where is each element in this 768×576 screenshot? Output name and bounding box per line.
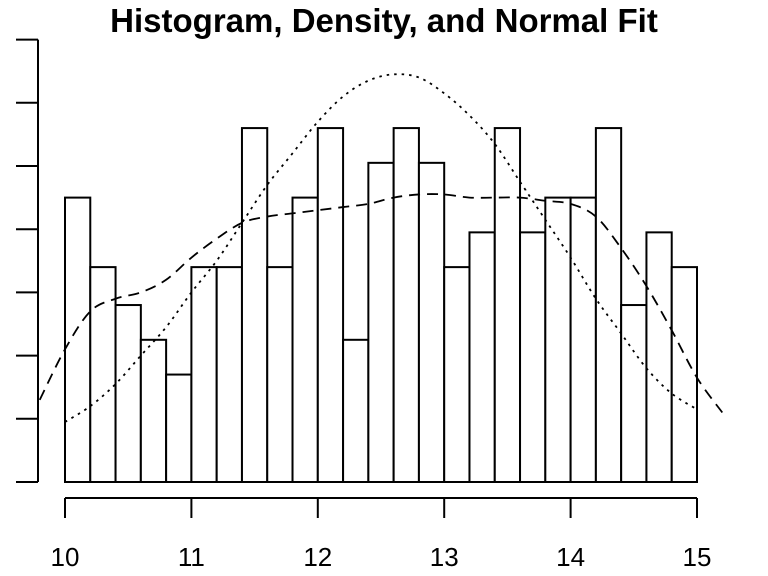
density-curve-dashed [38,193,724,414]
histogram-bar [620,304,648,484]
histogram-bar [544,196,572,483]
x-tick-label-5: 15 [683,542,712,572]
x-tick-label-1: 11 [178,542,205,572]
x-tick-label-4: 14 [556,542,585,572]
y-axis [16,38,39,483]
histogram-bar [645,231,673,483]
x-tick-label-2: 12 [303,542,332,572]
x-tick-label-3: 13 [430,542,459,572]
histogram-bar [316,127,345,484]
histogram-bars [64,127,698,484]
histogram-bar [367,161,395,483]
x-tick-label-0: 10 [51,542,80,572]
histogram-bar [468,231,496,483]
normal-fit-curve-dotted [64,73,698,423]
histogram-bar [64,196,92,483]
histogram-bar [670,266,698,483]
histogram-bar [114,304,142,484]
histogram-bar [443,266,471,483]
histogram-bar [342,338,370,483]
density-curves [38,73,724,423]
histogram-bar [392,127,420,484]
histogram-bar [266,266,294,483]
histogram-bar [240,127,269,484]
histogram-bar [139,338,168,483]
histogram-bar [215,266,243,483]
histogram-bar [291,196,319,483]
x-axis: 10 11 12 13 14 15 [51,497,712,572]
histogram-bar [519,231,547,483]
chart-title: Histogram, Density, and Normal Fit [110,2,658,39]
histogram-bar [493,127,522,484]
histogram-bar [417,161,446,483]
histogram-bar [594,127,623,484]
histogram-bar [569,196,597,483]
histogram-bar [190,266,218,483]
histogram-bar [165,373,193,483]
